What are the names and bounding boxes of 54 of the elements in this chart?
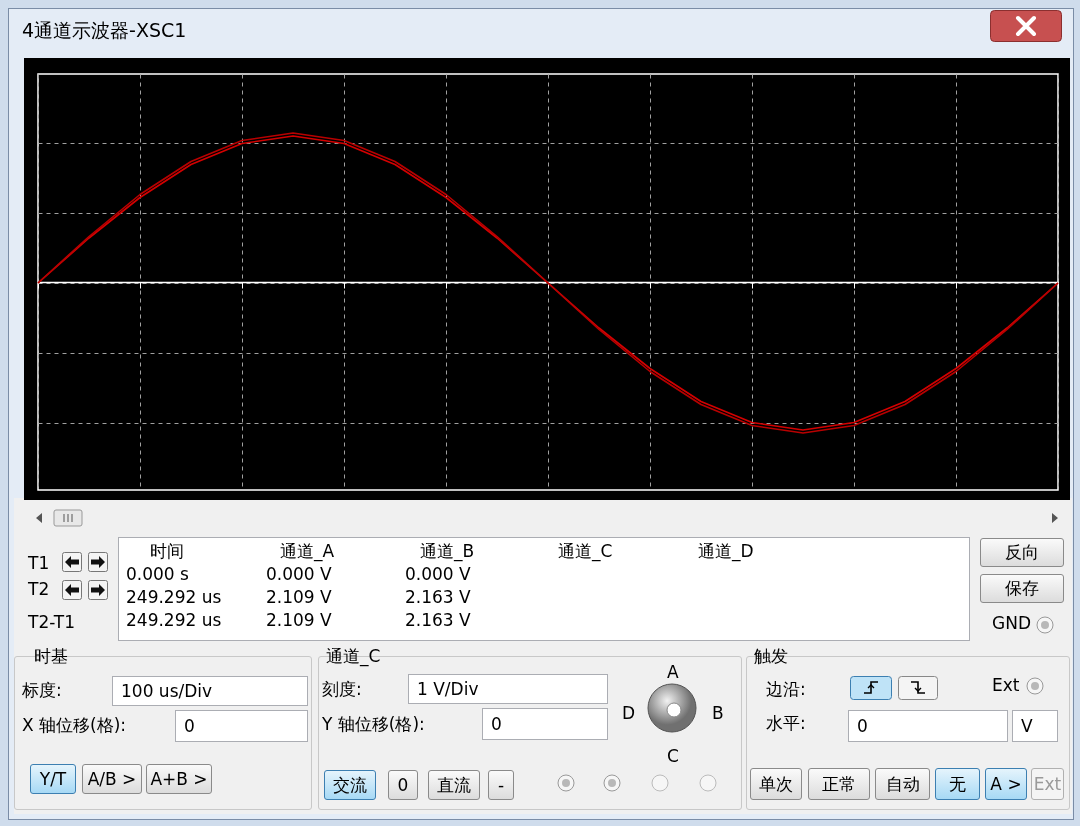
text: A [667,662,679,682]
text: T1 [28,553,50,573]
text: Y/T [39,769,67,789]
text: A+B > [150,769,208,789]
text: 通道_D [698,539,754,563]
text: 249.292 us [126,610,222,630]
text: Ext [992,675,1020,695]
text: 时间 [150,539,184,563]
text: 单次 [759,772,793,796]
text: 0 [397,775,409,795]
text: 0.000 V [266,564,332,584]
text: 水平: [766,711,806,735]
text: Y 轴位移(格): [322,712,425,736]
text: 自动 [885,772,920,796]
text: 1 V/Div [417,679,479,699]
text: 0.000 s [126,564,189,584]
text: 交流 [333,773,367,797]
text: 保存 [1005,577,1039,600]
text: - [497,775,505,795]
text: 2.109 V [266,587,332,607]
text: A > [990,774,1022,794]
text: B [712,703,724,723]
text: X 轴位移(格): [22,713,127,737]
text: 刻度: [322,677,362,701]
text: GND [992,613,1031,633]
text: 时基 [34,644,68,668]
text: 0 [857,716,868,736]
text: 0 [491,714,502,734]
text: 2.163 V [405,587,471,607]
text: 249.292 us [126,587,222,607]
text: A/B > [87,769,137,789]
text: T2-T1 [28,612,75,632]
text: 100 us/Div [121,681,213,701]
text: 0 [184,716,195,736]
text: 通道_B [420,539,475,563]
text: D [622,703,636,723]
text: 直流 [437,773,471,797]
chart-title: 4通道示波器-XSC1 [22,18,187,43]
text: V [1021,716,1033,736]
text: 2.163 V [405,610,471,630]
text: 无 [949,772,966,796]
text: 边沿: [766,677,806,701]
text: 通道_A [280,539,335,563]
text: Ext [1033,774,1062,794]
text: 2.109 V [266,610,332,630]
text: 通道_C [558,539,613,563]
text: 触发 [754,644,788,668]
text: 通道_C [326,644,381,668]
text: 0.000 V [405,564,471,584]
text: 反向 [1005,541,1039,564]
text: 标度: [22,678,62,702]
text: 正常 [822,772,856,796]
text: C [667,746,679,766]
text: T2 [28,579,50,599]
